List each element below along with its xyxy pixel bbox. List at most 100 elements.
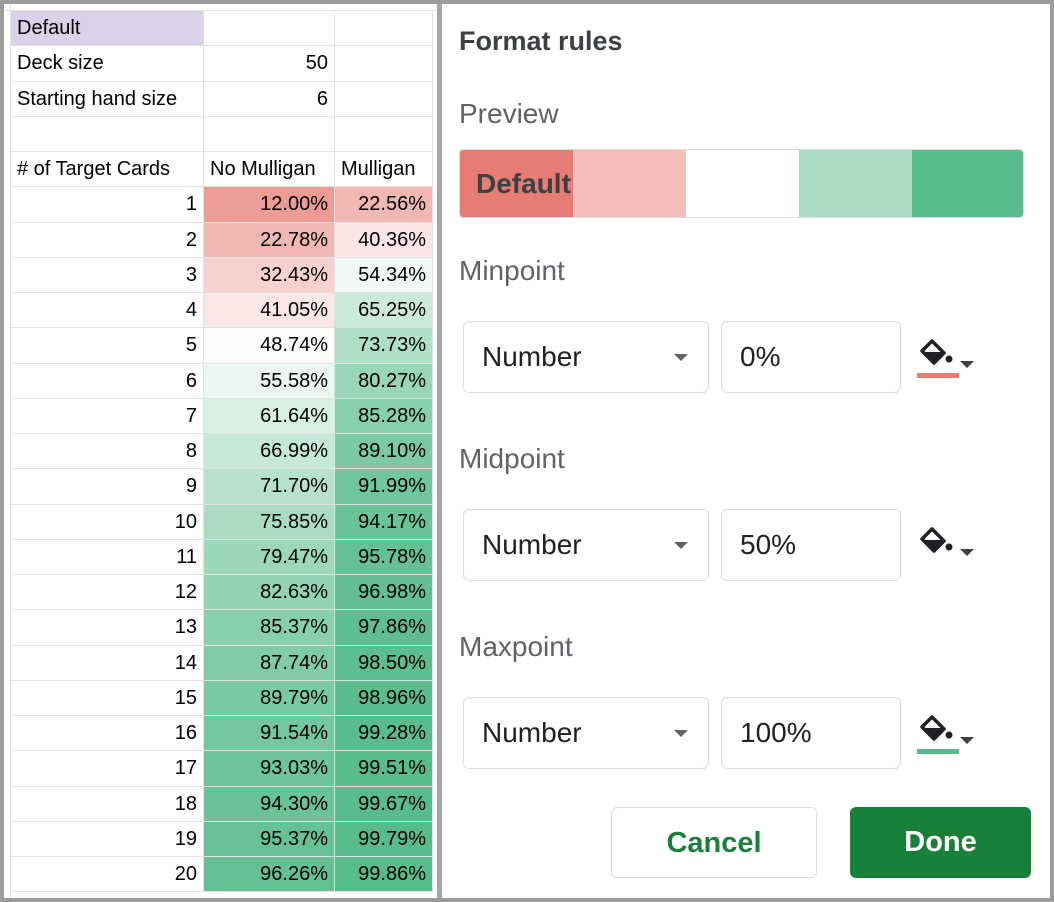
cell: 13 xyxy=(11,610,204,646)
cell: # of Target Cards xyxy=(11,152,204,188)
color-underline xyxy=(917,373,959,378)
bucket-fill xyxy=(923,352,943,362)
cell xyxy=(204,116,335,152)
type-text: Number xyxy=(482,529,582,560)
cell: 96.98% xyxy=(335,575,433,611)
cell: 97.86% xyxy=(335,610,433,646)
bucket xyxy=(920,339,946,365)
cell: 98.50% xyxy=(335,645,433,681)
cell: 71.70% xyxy=(204,469,335,505)
drop xyxy=(945,731,953,739)
type-dropdown[interactable]: Number xyxy=(463,321,709,393)
cell: 96.26% xyxy=(204,857,335,893)
cell: 9 xyxy=(11,469,204,505)
format-panel: Format rules Preview Default Cancel Done… xyxy=(442,4,1050,898)
spreadsheet: Default Deck size 50 Starting hand size 6 # o… xyxy=(4,4,437,898)
cell: 32.43% xyxy=(204,257,335,293)
drop xyxy=(945,543,953,551)
cell: 3 xyxy=(11,257,204,293)
color-underline xyxy=(917,561,959,566)
cell xyxy=(335,81,433,117)
cell: 10 xyxy=(11,504,204,540)
cell: 7 xyxy=(11,398,204,434)
preview-text: Default xyxy=(476,168,571,199)
bucket xyxy=(920,527,946,553)
cell: 54.34% xyxy=(335,257,433,293)
cell: 8 xyxy=(11,434,204,470)
value-input[interactable]: 50% xyxy=(721,509,901,581)
cell xyxy=(335,46,433,82)
value-input[interactable]: 0% xyxy=(721,321,901,393)
cell: 55.58% xyxy=(204,363,335,399)
color-picker[interactable] xyxy=(914,337,984,382)
cell: 20 xyxy=(11,857,204,893)
cancel-button[interactable]: Cancel xyxy=(611,807,817,878)
cell: 89.79% xyxy=(204,680,335,716)
cell: 95.37% xyxy=(204,821,335,857)
value-input[interactable]: 100% xyxy=(721,697,901,769)
type-dropdown[interactable]: Number xyxy=(463,697,709,769)
type-text: Number xyxy=(482,341,582,372)
cell: 5 xyxy=(11,328,204,364)
cancel-text: Cancel xyxy=(666,827,762,859)
cell: 14 xyxy=(11,645,204,681)
cell: 12.00% xyxy=(204,187,335,223)
cell: 99.79% xyxy=(335,821,433,857)
cell: 17 xyxy=(11,751,204,787)
cell: 1 xyxy=(11,187,204,223)
cell: 18 xyxy=(11,786,204,822)
cell: Mulligan xyxy=(335,152,433,188)
cell: 22.56% xyxy=(335,187,433,223)
color-picker[interactable] xyxy=(914,713,984,758)
type-dropdown[interactable]: Number xyxy=(463,509,709,581)
cell: 19 xyxy=(11,821,204,857)
cell: 6 xyxy=(204,81,335,117)
done-text: Done xyxy=(904,826,977,858)
cell: 85.28% xyxy=(335,398,433,434)
cell xyxy=(11,116,204,152)
cell: 12 xyxy=(11,575,204,611)
done-button[interactable]: Done xyxy=(850,807,1031,878)
cell: 15 xyxy=(11,680,204,716)
cell: 94.30% xyxy=(204,786,335,822)
cell xyxy=(204,11,335,47)
cell: 95.78% xyxy=(335,539,433,575)
cell: 2 xyxy=(11,222,204,258)
cell: Default xyxy=(11,11,204,47)
cell: Starting hand size xyxy=(11,81,204,117)
cell xyxy=(335,11,433,47)
cell: 91.99% xyxy=(335,469,433,505)
value-text: 100% xyxy=(740,717,812,748)
cell: 48.74% xyxy=(204,328,335,364)
value-text: 50% xyxy=(740,529,797,560)
cell: 93.03% xyxy=(204,751,335,787)
caret xyxy=(674,542,688,549)
cell: 40.36% xyxy=(335,222,433,258)
preview-swatch xyxy=(686,150,799,217)
grid-line xyxy=(4,10,437,11)
color-picker[interactable] xyxy=(914,525,984,570)
type-text: Number xyxy=(482,717,582,748)
bucket-fill xyxy=(923,540,943,550)
cell: 89.10% xyxy=(335,434,433,470)
cell: 79.47% xyxy=(204,539,335,575)
grid-line xyxy=(10,4,11,898)
point-label: Midpoint xyxy=(459,443,565,474)
cell xyxy=(335,116,433,152)
point-label: Maxpoint xyxy=(459,631,573,662)
cell: 85.37% xyxy=(204,610,335,646)
paint-icon xyxy=(917,715,974,754)
cell: 98.96% xyxy=(335,680,433,716)
panel-title: Format rules xyxy=(459,26,623,56)
cell: 41.05% xyxy=(204,293,335,329)
preview-swatch xyxy=(912,150,1023,217)
cell: 99.67% xyxy=(335,786,433,822)
caret xyxy=(674,354,688,361)
preview-swatch xyxy=(573,150,686,217)
preview-bar: Default xyxy=(459,149,1024,218)
bucket xyxy=(920,715,946,741)
caret xyxy=(960,361,974,368)
cell: 91.54% xyxy=(204,716,335,752)
preview-swatch xyxy=(799,150,912,217)
